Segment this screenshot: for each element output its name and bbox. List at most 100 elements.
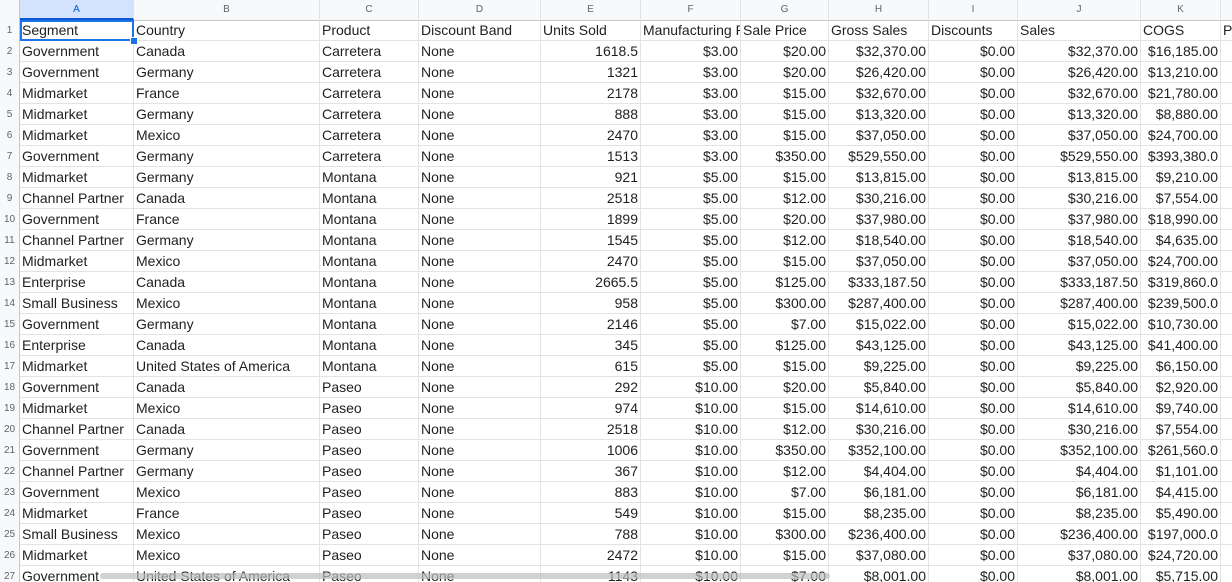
table-cell[interactable]: $125.00 [741, 335, 829, 356]
table-cell[interactable]: $0.00 [929, 524, 1018, 545]
table-cell[interactable]: Paseo [320, 524, 419, 545]
table-cell[interactable]: $0.00 [929, 482, 1018, 503]
table-cell[interactable]: Government [20, 62, 134, 83]
table-cell[interactable]: $6,181.00 [829, 482, 929, 503]
table-cell[interactable]: $0.00 [929, 440, 1018, 461]
table-cell[interactable]: None [419, 356, 541, 377]
table-cell[interactable]: $10.00 [641, 398, 741, 419]
table-cell[interactable]: $10.00 [641, 524, 741, 545]
table-cell[interactable]: Midmarket [20, 125, 134, 146]
row-number-9[interactable]: 9 [0, 188, 20, 209]
column-header-f[interactable]: F [641, 0, 741, 20]
table-cell[interactable]: $24,700.00 [1141, 251, 1221, 272]
table-cell[interactable]: $8,001.00 [829, 566, 929, 582]
table-cell[interactable]: $350.00 [741, 146, 829, 167]
table-cell[interactable]: None [419, 209, 541, 230]
table-cell[interactable]: $5,490.00 [1141, 503, 1221, 524]
table-cell[interactable]: None [419, 125, 541, 146]
row-number-4[interactable]: 4 [0, 83, 20, 104]
table-cell[interactable]: $37,980.00 [829, 209, 929, 230]
table-cell[interactable]: $319,860.0 [1141, 272, 1221, 293]
table-cell[interactable]: $7.00 [741, 482, 829, 503]
table-cell[interactable]: Channel Partner [20, 461, 134, 482]
table-cell[interactable]: $236,400.00 [829, 524, 929, 545]
table-cell[interactable]: $0.00 [929, 83, 1018, 104]
table-cell[interactable]: $43,125.00 [829, 335, 929, 356]
table-cell[interactable]: $0.00 [929, 419, 1018, 440]
table-cell[interactable]: 2470 [541, 251, 641, 272]
table-cell[interactable]: None [419, 83, 541, 104]
table-cell[interactable]: Germany [134, 104, 320, 125]
table-cell[interactable]: None [419, 377, 541, 398]
table-cell[interactable]: $0.00 [929, 188, 1018, 209]
row-number-18[interactable]: 18 [0, 377, 20, 398]
table-cell[interactable]: Germany [134, 461, 320, 482]
table-cell[interactable]: $20.00 [741, 377, 829, 398]
table-cell[interactable]: $0.00 [929, 41, 1018, 62]
table-cell[interactable]: Carretera [320, 62, 419, 83]
header-cell[interactable]: Segment [20, 20, 134, 41]
table-cell[interactable]: $10.00 [641, 461, 741, 482]
table-cell[interactable]: $300.00 [741, 524, 829, 545]
table-cell[interactable]: $24,700.00 [1141, 125, 1221, 146]
table-cell[interactable]: $32,370.00 [829, 41, 929, 62]
table-cell[interactable]: $287,400.00 [1018, 293, 1141, 314]
table-cell[interactable]: $125.00 [741, 272, 829, 293]
table-cell[interactable]: $3.00 [641, 146, 741, 167]
table-cell[interactable]: Enterprise [20, 335, 134, 356]
table-cell[interactable]: $0.00 [929, 503, 1018, 524]
table-cell[interactable]: $20.00 [741, 62, 829, 83]
table-cell[interactable]: $13,320.00 [829, 104, 929, 125]
table-cell[interactable]: 2518 [541, 419, 641, 440]
table-cell[interactable]: $15.00 [741, 251, 829, 272]
table-cell[interactable]: $9,740.00 [1141, 398, 1221, 419]
table-cell[interactable]: $18,540.00 [1018, 230, 1141, 251]
table-cell[interactable]: Channel Partner [20, 188, 134, 209]
table-cell[interactable]: None [419, 167, 541, 188]
table-cell[interactable]: $9,225.00 [1018, 356, 1141, 377]
table-cell[interactable]: $0.00 [929, 251, 1018, 272]
table-cell[interactable]: Montana [320, 314, 419, 335]
column-header-j[interactable]: J [1018, 0, 1141, 20]
header-cell[interactable]: P [1221, 20, 1232, 41]
table-cell[interactable]: Montana [320, 293, 419, 314]
table-cell[interactable]: Carretera [320, 104, 419, 125]
table-cell[interactable]: $15.00 [741, 83, 829, 104]
column-header-g[interactable]: G [741, 0, 829, 20]
table-cell[interactable]: 1006 [541, 440, 641, 461]
header-cell[interactable]: Discounts [929, 20, 1018, 41]
table-cell[interactable]: $7,554.00 [1141, 419, 1221, 440]
table-cell[interactable]: 345 [541, 335, 641, 356]
table-cell[interactable]: None [419, 146, 541, 167]
table-cell[interactable]: Canada [134, 377, 320, 398]
table-cell[interactable]: Mexico [134, 482, 320, 503]
table-cell[interactable]: $15,022.00 [1018, 314, 1141, 335]
table-cell[interactable]: Government [20, 314, 134, 335]
table-cell[interactable]: $10.00 [641, 440, 741, 461]
table-cell[interactable]: United States of America [134, 356, 320, 377]
table-cell[interactable]: Carretera [320, 41, 419, 62]
table-cell[interactable]: 788 [541, 524, 641, 545]
table-cell[interactable]: 2472 [541, 545, 641, 566]
row-number-11[interactable]: 11 [0, 230, 20, 251]
table-cell[interactable]: 883 [541, 482, 641, 503]
table-cell[interactable]: Government [20, 41, 134, 62]
table-cell[interactable]: $350.00 [741, 440, 829, 461]
table-cell[interactable]: $0.00 [929, 314, 1018, 335]
table-cell[interactable]: $15.00 [741, 398, 829, 419]
table-cell[interactable]: France [134, 209, 320, 230]
table-cell[interactable]: None [419, 62, 541, 83]
table-cell[interactable]: $5.00 [641, 335, 741, 356]
table-cell[interactable]: Channel Partner [20, 230, 134, 251]
column-header-e[interactable]: E [541, 0, 641, 20]
table-cell[interactable]: Midmarket [20, 503, 134, 524]
table-cell[interactable]: $10.00 [641, 419, 741, 440]
table-cell[interactable]: $3.00 [641, 83, 741, 104]
row-number-20[interactable]: 20 [0, 419, 20, 440]
row-number-22[interactable]: 22 [0, 461, 20, 482]
table-cell[interactable]: $3.00 [641, 104, 741, 125]
table-cell[interactable]: $5.00 [641, 167, 741, 188]
table-cell[interactable]: $12.00 [741, 419, 829, 440]
table-cell[interactable]: Mexico [134, 524, 320, 545]
table-cell[interactable]: $43,125.00 [1018, 335, 1141, 356]
